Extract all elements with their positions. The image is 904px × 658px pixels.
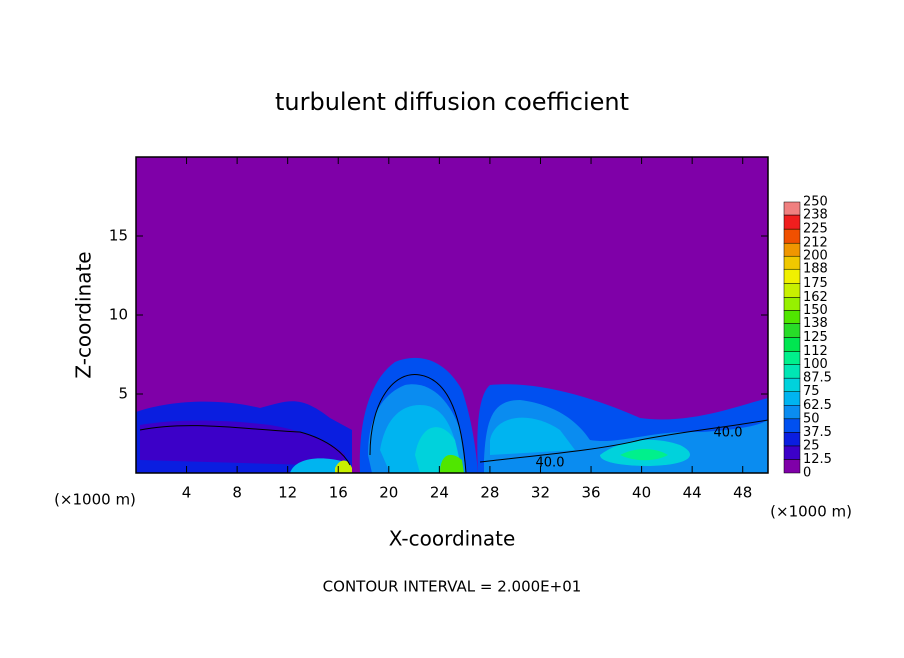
x-tick-label: 16 (329, 484, 348, 502)
x-tick-label: 48 (733, 484, 752, 502)
colorbar-bin (783, 214, 801, 230)
colorbar-bin (783, 268, 801, 284)
x-tick-label: 40 (632, 484, 651, 502)
colorbar-label: 188 (803, 262, 828, 277)
x-tick-label: 44 (683, 484, 702, 502)
x-tick-label: 28 (480, 484, 499, 502)
colorbar-label: 250 (803, 195, 828, 210)
colorbar-label: 212 (803, 236, 828, 251)
colorbar-bin (783, 297, 801, 311)
x-tick-label: 20 (379, 484, 398, 502)
colorbar-label: 150 (803, 303, 828, 318)
y-tick-label: 5 (118, 385, 128, 403)
y-tick-label: 15 (109, 227, 128, 245)
colorbar-label: 112 (803, 344, 828, 359)
colorbar-bin (783, 445, 801, 460)
colorbar-bin (783, 323, 801, 338)
x-tick-label: 32 (531, 484, 550, 502)
colorbar-bin (783, 201, 801, 216)
colorbar-bin (783, 310, 801, 324)
contour-label: 40.0 (536, 456, 565, 471)
colorbar-label: 0 (803, 466, 811, 481)
colorbar-label: 25 (803, 438, 820, 453)
colorbar-label: 138 (803, 316, 828, 331)
colorbar-label: 162 (803, 290, 828, 305)
x-tick-label: 12 (278, 484, 297, 502)
field (136, 157, 769, 474)
colorbar-label: 12.5 (803, 452, 832, 467)
colorbar-bin (783, 432, 801, 447)
colorbar-label: 238 (803, 208, 828, 223)
y-tick-label: 10 (109, 306, 128, 324)
x-tick-label: 8 (232, 484, 242, 502)
y-axis-label: Z-coordinate (72, 251, 96, 378)
colorbar-label: 175 (803, 276, 828, 291)
colorbar-bin (783, 283, 801, 298)
colorbar-bin (783, 242, 801, 257)
chart-title: turbulent diffusion coefficient (275, 88, 629, 116)
x-unit: (×1000 m) (770, 503, 852, 521)
x-tick-label: 36 (581, 484, 600, 502)
colorbar-bin (783, 364, 801, 379)
colorbar-bin (783, 391, 801, 406)
colorbar-bin (783, 351, 801, 365)
colorbar-bin (783, 255, 801, 270)
x-tick-label: 4 (182, 484, 192, 502)
colorbar-label: 87.5 (803, 371, 832, 386)
colorbar-label: 37.5 (803, 425, 832, 440)
colorbar-bin (783, 377, 801, 392)
colorbar-bin (783, 228, 801, 244)
colorbar-label: 225 (803, 222, 828, 237)
colorbar-bin (783, 405, 801, 420)
colorbar-bin (783, 418, 801, 433)
colorbar-label: 62.5 (803, 398, 832, 413)
colorbar-label: 75 (803, 384, 820, 399)
colorbar-label: 100 (803, 357, 828, 372)
colorbar-label: 50 (803, 411, 820, 426)
footnote: CONTOUR INTERVAL = 2.000E+01 (323, 578, 582, 596)
x-axis-label: X-coordinate (389, 527, 516, 551)
colorbar-label: 200 (803, 249, 828, 264)
colorbar-label: 125 (803, 330, 828, 345)
colorbar-bin (783, 337, 801, 352)
contour-label: 40.0 (714, 426, 743, 441)
colorbar-bin (783, 459, 801, 474)
y-unit: (×1000 m) (54, 491, 136, 509)
x-tick-label: 24 (430, 484, 449, 502)
